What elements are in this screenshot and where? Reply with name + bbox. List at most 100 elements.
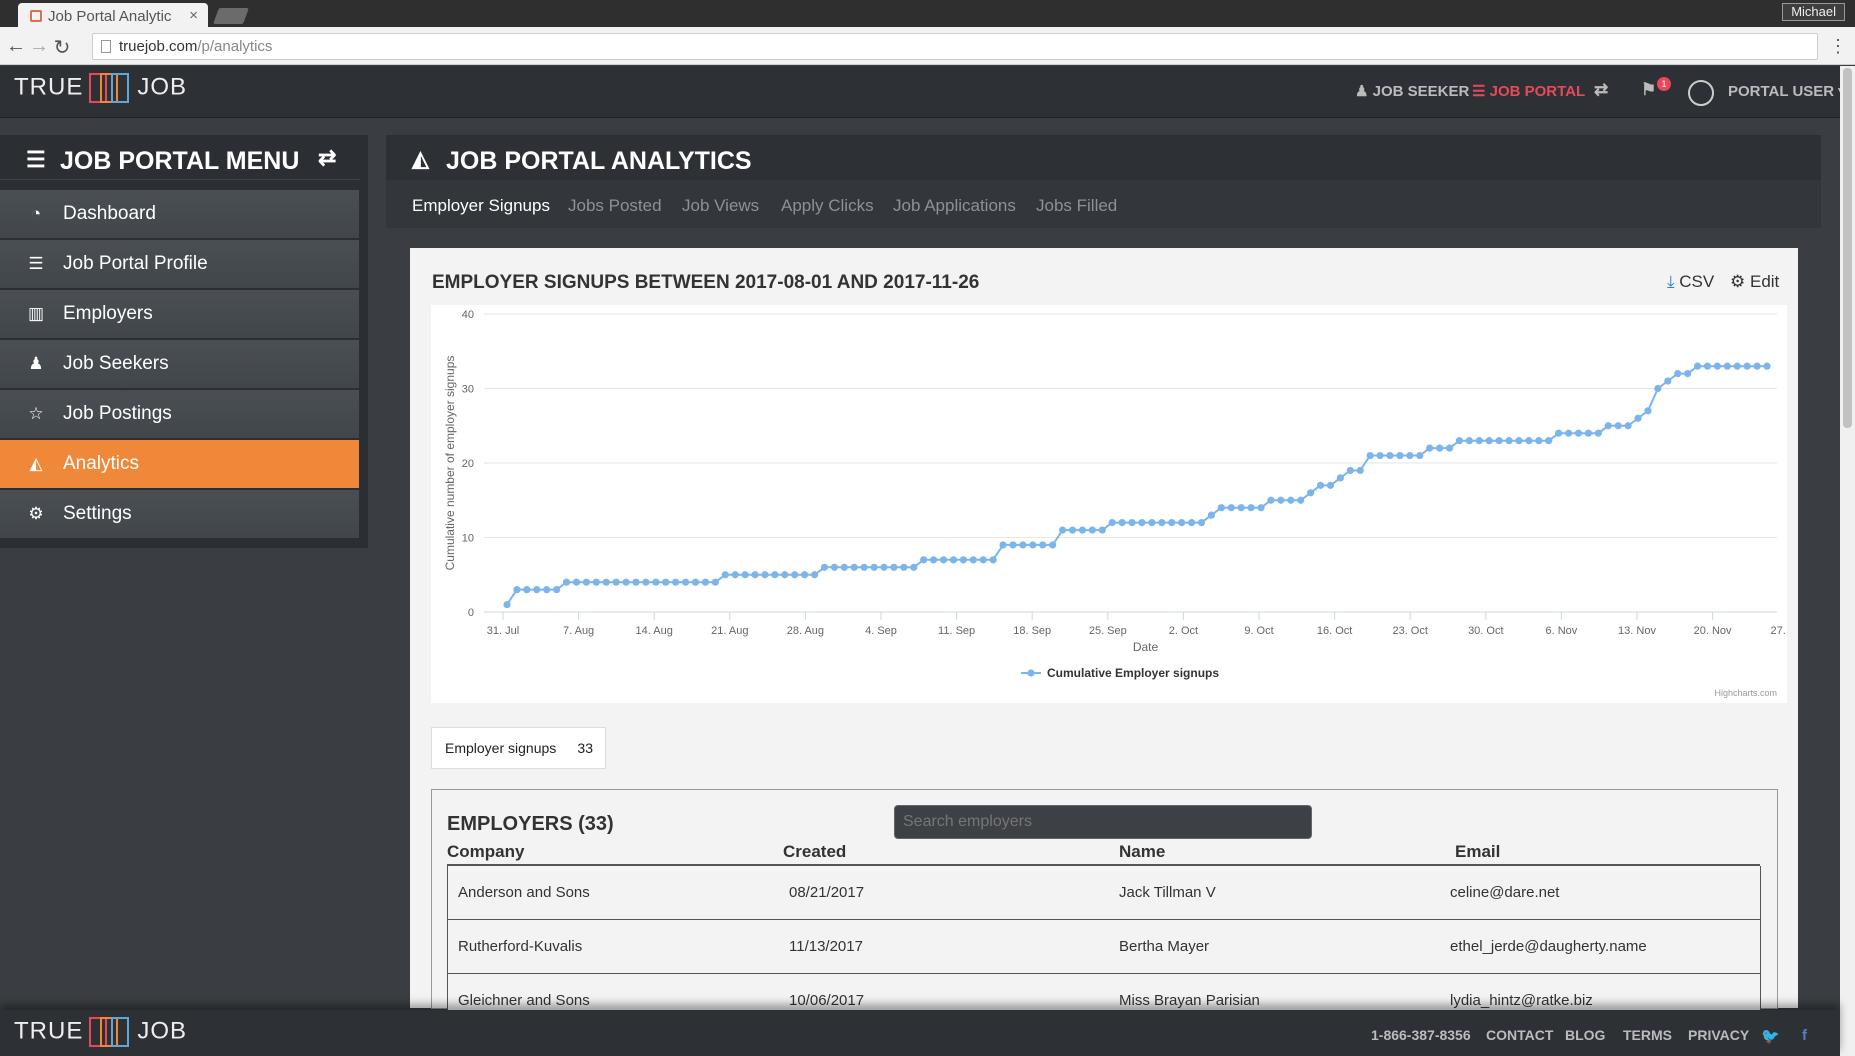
x-tick-label: 31. Jul [487, 625, 519, 637]
sidebar-item-job-seekers[interactable]: ♟ Job Seekers [0, 340, 359, 389]
data-point [602, 578, 610, 586]
nav-job-portal[interactable]: ☰ JOB PORTAL [1472, 82, 1585, 100]
data-point [1078, 526, 1087, 534]
sidebar-item-dashboard[interactable]: ◔ Dashboard [0, 190, 359, 239]
back-icon[interactable]: ← [6, 35, 26, 57]
page-icon [101, 40, 111, 53]
data-point [1664, 377, 1672, 385]
scrollbar-thumb[interactable] [1843, 68, 1852, 428]
data-point [1197, 519, 1206, 527]
data-point [1396, 451, 1404, 460]
nav-job-portal-label: JOB PORTAL [1489, 83, 1586, 100]
dashboard-icon: ◔ [30, 204, 42, 223]
switch-icon[interactable]: ⇄ [1594, 80, 1609, 99]
sidebar-item-label: Settings [63, 503, 132, 524]
line-chart: 0 10 20 30 40 31. Jul 7. Aug 14. Aug 21. Aug 28. … [443, 309, 1806, 698]
column-header-email[interactable]: Email [1455, 842, 1501, 861]
sitemap-icon: ☰ [1472, 83, 1490, 100]
notification-badge: 1 [1657, 77, 1671, 91]
browser-tab[interactable]: Job Portal Analytic × [18, 3, 208, 29]
data-point [691, 578, 700, 586]
close-tab-icon[interactable]: × [189, 7, 198, 24]
data-point [543, 586, 551, 594]
facebook-icon[interactable]: f [1802, 1027, 1807, 1044]
csv-button[interactable]: ⤓ CSV [1667, 272, 1714, 292]
x-tick-label: 4. Sep [865, 625, 897, 637]
column-header-company[interactable]: Company [447, 842, 525, 861]
cell-company: Rutherford-Kuvalis [458, 938, 583, 955]
data-point [1495, 437, 1503, 445]
data-point [1713, 362, 1721, 370]
tab-apply-clicks[interactable]: Apply Clicks [781, 196, 874, 215]
tab-job-views[interactable]: Job Views [682, 196, 760, 215]
browser-menu-icon[interactable]: ⋮ [1829, 36, 1847, 56]
sidebar-item-job-portal-profile[interactable]: ☰ Job Portal Profile [0, 240, 359, 289]
column-header-name[interactable]: Name [1119, 842, 1166, 861]
data-point [1257, 504, 1265, 512]
search-input[interactable] [894, 805, 1312, 839]
column-header-created[interactable]: Created [783, 842, 847, 861]
browser-profile-button[interactable]: Michael [1782, 3, 1845, 21]
data-point [840, 563, 848, 571]
csv-label: CSV [1679, 272, 1715, 291]
data-point [1525, 437, 1533, 445]
data-point [1594, 429, 1602, 437]
tab-employer-signups[interactable]: Employer Signups [412, 196, 550, 215]
data-point [1416, 451, 1424, 460]
portal-user-menu[interactable]: PORTAL USER ▾ [1728, 82, 1846, 100]
star-icon: ☆ [28, 404, 44, 423]
stat-box: Employer signups 33 [431, 727, 606, 769]
data-point [1068, 526, 1077, 534]
data-point [622, 578, 630, 586]
table-header-divider [447, 864, 1760, 866]
reload-icon[interactable]: ↻ [53, 37, 71, 59]
sidebar-item-analytics[interactable]: ◭ Analytics [0, 440, 359, 489]
sidebar-item-employers[interactable]: ▥ Employers [0, 290, 359, 339]
cell-name: Miss Brayan Parisian [1119, 992, 1260, 1009]
footer-link-blog[interactable]: BLOG [1565, 1027, 1606, 1043]
cell-company: Gleichner and Sons [458, 992, 590, 1009]
data-point [810, 571, 819, 579]
x-tick-label: 9. Oct [1244, 625, 1273, 637]
new-tab-button[interactable] [213, 8, 249, 24]
x-tick-label: 21. Aug [711, 625, 748, 637]
data-point [1247, 504, 1255, 512]
twitter-icon[interactable]: 🐦 [1761, 1028, 1780, 1045]
tab-jobs-filled[interactable]: Jobs Filled [1036, 196, 1118, 215]
stat-value: 33 [577, 740, 593, 756]
data-point [1733, 362, 1741, 370]
footer-phone[interactable]: 1-866-387-8356 [1371, 1027, 1471, 1043]
data-point [1108, 519, 1116, 527]
data-point [1555, 429, 1563, 437]
logo-mark-icon [89, 73, 131, 103]
edit-label: Edit [1749, 272, 1780, 291]
data-point [1158, 519, 1166, 527]
avatar[interactable] [1688, 80, 1714, 106]
logo-text-true: TRUE [14, 73, 84, 101]
footer-link-privacy[interactable]: PRIVACY [1688, 1027, 1750, 1043]
data-point [1267, 496, 1275, 504]
tab-job-applications[interactable]: Job Applications [893, 196, 1016, 215]
logo[interactable]: TRUE JOB [14, 73, 187, 103]
table-row[interactable]: Anderson and Sons 08/21/2017 Jack Tillma… [447, 866, 1761, 920]
footer-link-contact[interactable]: CONTACT [1486, 1027, 1554, 1043]
table-row[interactable]: Rutherford-Kuvalis 11/13/2017 Bertha May… [447, 920, 1761, 974]
sidebar-item-settings[interactable]: ⚙ Settings [0, 490, 359, 539]
forward-icon[interactable]: → [29, 35, 49, 57]
footer-link-terms[interactable]: TERMS [1623, 1027, 1672, 1043]
sidebar-item-job-postings[interactable]: ☆ Job Postings [0, 390, 359, 439]
flag-icon[interactable]: ⚑ [1641, 80, 1657, 99]
tab-jobs-posted[interactable]: Jobs Posted [568, 196, 662, 215]
collapse-sidebar-icon[interactable]: ⇄ [318, 145, 337, 170]
data-point [1674, 370, 1682, 378]
url-input[interactable]: truejob.com/p/analytics [92, 33, 1818, 60]
data-point [1535, 437, 1543, 445]
y-tick-label: 0 [468, 607, 474, 619]
data-point [939, 556, 948, 564]
data-point [1316, 481, 1325, 489]
data-point [969, 556, 977, 564]
nav-job-seeker[interactable]: ♟ JOB SEEKER [1355, 82, 1469, 100]
edit-button[interactable]: ⚙ Edit [1730, 272, 1779, 292]
footer-logo[interactable]: TRUE JOB [14, 1017, 187, 1047]
cell-company: Anderson and Sons [458, 884, 590, 901]
